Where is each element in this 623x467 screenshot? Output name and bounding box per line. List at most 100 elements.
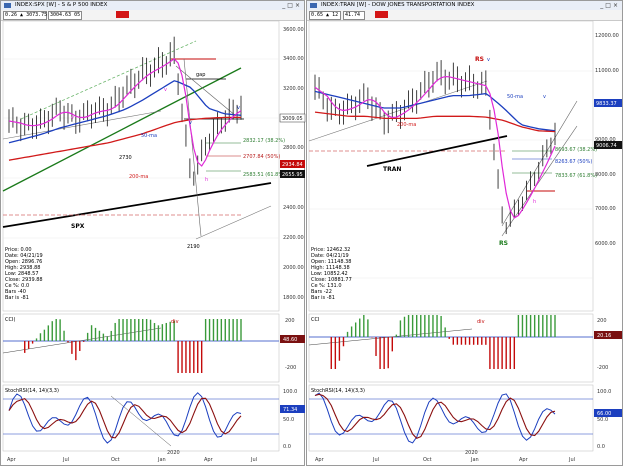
- spx-date-field[interactable]: 0.26 ▲ 3073.75: [3, 11, 48, 20]
- tran-stoch-tick: 0.0: [597, 444, 605, 450]
- tran-50ma-label: 50-ma: [507, 94, 523, 100]
- tran-axis-tick: 12000.00: [595, 33, 619, 39]
- spx-info-box: Price: 0.00 Date: 04/21/19 Open: 2896.76…: [5, 247, 43, 301]
- spx-stoch-badge: 71.34: [283, 407, 297, 413]
- tran-fib-label-3: 7833.67 (61.8%): [555, 173, 597, 179]
- minimize-icon[interactable]: _: [282, 2, 288, 9]
- tran-chart-svg: TRAN 50-ma 200-ma RS RS v v h 8693.67 (3…: [308, 20, 622, 463]
- tran-h-label: h: [533, 199, 536, 205]
- spx-cci-histogram: [24, 319, 242, 373]
- window-controls[interactable]: _□×: [282, 1, 302, 10]
- tran-chart-window[interactable]: INDEX:TRAN [W] - DOW JONES TRANSPORTATIO…: [306, 0, 623, 466]
- tran-value-field[interactable]: 41.74: [343, 11, 365, 20]
- spx-info-line: Close: 2939.88: [5, 277, 43, 283]
- maximize-icon[interactable]: □: [605, 2, 613, 9]
- tran-month-tick: Jul: [568, 457, 575, 463]
- spx-stoch-pane: [2, 384, 280, 452]
- spx-chart-window[interactable]: INDEX:SPX [W] - S & P 500 INDEX _□× 0.26…: [0, 0, 306, 466]
- tran-black-trendline: [366, 135, 508, 167]
- tran-v-label-2: v: [543, 94, 546, 100]
- spx-50ma-label: 50-ma: [141, 133, 157, 139]
- tran-month-tick: Oct: [423, 457, 432, 463]
- tran-cci-label: CCI: [311, 317, 319, 323]
- tran-cci-tick: -200: [597, 365, 608, 371]
- tran-cci-badge: 20.16: [597, 333, 611, 339]
- spx-price-badge-200ma: 2934.84: [282, 162, 303, 168]
- tran-price-axis: 12000.00 11000.00 9000.00 8000.00 7000.0…: [595, 33, 619, 247]
- tran-short-ma-line: [314, 75, 556, 219]
- spx-crash-low-label: 2190: [187, 244, 200, 250]
- tran-info-line: High: 11148.38: [311, 265, 350, 271]
- tran-stoch-pane: [308, 384, 594, 452]
- tran-v-label-1: v: [487, 57, 490, 63]
- spx-cci-div-label: div: [171, 319, 179, 325]
- spx-cci-tick: 200: [285, 318, 295, 324]
- spx-green-trendline: [2, 67, 242, 192]
- spx-stoch-tick: 100.0: [283, 389, 297, 395]
- spx-upper-channel-dashed: [20, 40, 197, 120]
- tran-info-line: Open: 11148.38: [311, 259, 352, 265]
- spx-short-ma-line: [8, 58, 242, 167]
- tran-info-line: Date: 04/21/19: [311, 253, 349, 259]
- close-icon[interactable]: ×: [612, 2, 620, 9]
- spx-month-tick: Jul: [250, 457, 257, 463]
- spx-fib-label-3: 2583.51 (61.8%): [243, 172, 285, 178]
- minimize-icon[interactable]: _: [600, 2, 606, 9]
- tran-info-line: Price: 12462.32: [311, 247, 350, 253]
- spx-stoch-label: StochRSI(14, 14)(3,3): [5, 388, 59, 394]
- spx-v-label-2: v: [164, 87, 167, 93]
- tran-cci-div-label: div: [477, 319, 485, 325]
- spx-info-line: Open: 2896.76: [5, 259, 42, 265]
- tran-cci-histogram: [330, 315, 556, 369]
- spx-window-title: INDEX:SPX [W] - S & P 500 INDEX: [15, 2, 108, 8]
- spx-axis-tick: 1800.00: [283, 295, 304, 301]
- tran-fib-label-2: 8263.67 (50%): [555, 159, 592, 165]
- tran-time-axis: Apr Jul Oct Jan Apr Jul 2020: [315, 450, 575, 463]
- tran-chart-name: TRAN: [383, 166, 401, 173]
- spx-grey-trendline: [2, 110, 162, 140]
- tran-axis-tick: 11000.00: [595, 68, 619, 74]
- spx-v-label-4: v: [237, 105, 240, 111]
- spx-black-trendline: [2, 182, 272, 228]
- spx-info-line: High: 2938.88: [5, 265, 40, 271]
- spx-50ma-line: [8, 80, 242, 144]
- spx-alert-indicator[interactable]: [116, 11, 129, 18]
- tran-stoch-badge: 66.00: [597, 411, 611, 417]
- spx-info-line: Bars -40: [5, 289, 26, 295]
- spx-year-tick: 2020: [167, 450, 180, 456]
- tran-rs-left-label: RS: [475, 56, 484, 63]
- tran-price-badge-close: 9006.74: [596, 143, 617, 149]
- spx-toolbar: 0.26 ▲ 3073.75 3004.63 05: [1, 10, 304, 21]
- spx-cci-label: CCI(: [5, 317, 15, 323]
- tran-stoch-label: StochRSI(14, 14)(3,3): [311, 388, 365, 394]
- tran-date-field[interactable]: 0.65 ▲ 12: [309, 11, 341, 20]
- tran-info-line: Close: 10881.77: [311, 277, 352, 283]
- tran-window-title: INDEX:TRAN [W] - DOW JONES TRANSPORTATIO…: [321, 2, 475, 8]
- tran-cci-axis: 200 -200: [597, 318, 608, 371]
- spx-fib-label-2: 2707.84 (50%): [243, 154, 280, 160]
- spx-month-tick: Jul: [62, 457, 69, 463]
- tran-alert-indicator[interactable]: [375, 11, 388, 18]
- spx-month-tick: Apr: [7, 457, 17, 463]
- spx-stoch-d-line: [8, 397, 242, 439]
- tran-month-tick: Jan: [470, 457, 479, 463]
- tran-toolbar: 0.65 ▲ 12 41.74: [307, 10, 622, 21]
- spx-v-label-1: v: [71, 115, 74, 121]
- window-controls[interactable]: _□×: [600, 1, 620, 10]
- tran-price-badge-50ma: 9833.37: [596, 101, 617, 107]
- spx-cci-axis: 200 -200: [285, 318, 296, 371]
- tran-stoch-tick: 100.0: [597, 389, 611, 395]
- tran-info-box: Price: 12462.32 Date: 04/21/19 Open: 111…: [311, 247, 352, 301]
- tran-info-line: Bars -22: [311, 289, 332, 295]
- maximize-icon[interactable]: □: [287, 2, 295, 9]
- spx-axis-tick: 3400.00: [283, 56, 304, 62]
- chart-app-icon: [4, 3, 11, 8]
- spx-value-field[interactable]: 3004.63 05: [48, 11, 82, 20]
- tran-month-tick: Apr: [315, 457, 325, 463]
- spx-axis-tick: 2400.00: [283, 205, 304, 211]
- spx-down-fan: [175, 65, 237, 117]
- spx-price-badge-trend: 2655.95: [282, 172, 303, 178]
- tran-info-line: Ce %: 131.0: [311, 283, 342, 289]
- close-icon[interactable]: ×: [294, 2, 302, 9]
- tran-info-line: Low: 10852.42: [311, 271, 348, 277]
